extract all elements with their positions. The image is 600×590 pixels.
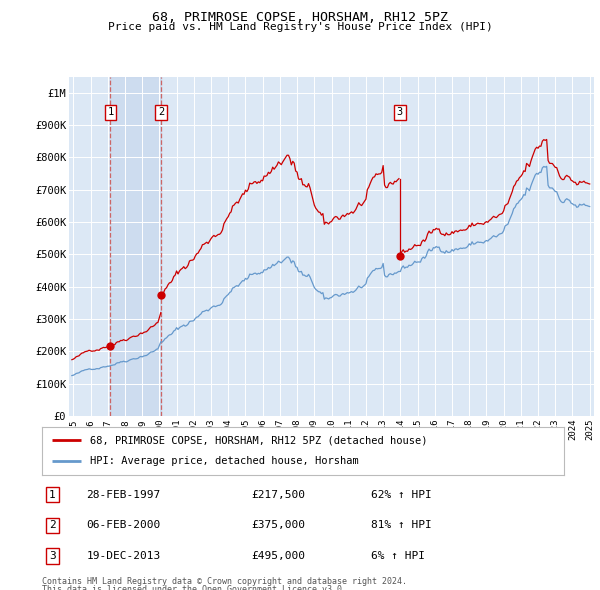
Text: 1: 1 xyxy=(49,490,56,500)
Text: 68, PRIMROSE COPSE, HORSHAM, RH12 5PZ (detached house): 68, PRIMROSE COPSE, HORSHAM, RH12 5PZ (d… xyxy=(90,435,428,445)
Text: £375,000: £375,000 xyxy=(251,520,305,530)
Text: 2: 2 xyxy=(49,520,56,530)
Text: 1: 1 xyxy=(107,107,113,117)
Text: 2: 2 xyxy=(158,107,164,117)
Text: Contains HM Land Registry data © Crown copyright and database right 2024.: Contains HM Land Registry data © Crown c… xyxy=(42,577,407,586)
Text: 6% ↑ HPI: 6% ↑ HPI xyxy=(371,551,425,561)
Text: 3: 3 xyxy=(49,551,56,561)
Text: 81% ↑ HPI: 81% ↑ HPI xyxy=(371,520,431,530)
Text: £217,500: £217,500 xyxy=(251,490,305,500)
Text: 19-DEC-2013: 19-DEC-2013 xyxy=(86,551,161,561)
Text: 62% ↑ HPI: 62% ↑ HPI xyxy=(371,490,431,500)
Text: 28-FEB-1997: 28-FEB-1997 xyxy=(86,490,161,500)
Text: 3: 3 xyxy=(397,107,403,117)
Text: This data is licensed under the Open Government Licence v3.0.: This data is licensed under the Open Gov… xyxy=(42,585,347,590)
Bar xyxy=(110,77,161,416)
Text: 06-FEB-2000: 06-FEB-2000 xyxy=(86,520,161,530)
Text: HPI: Average price, detached house, Horsham: HPI: Average price, detached house, Hors… xyxy=(90,457,359,467)
Text: 68, PRIMROSE COPSE, HORSHAM, RH12 5PZ: 68, PRIMROSE COPSE, HORSHAM, RH12 5PZ xyxy=(152,11,448,24)
Text: Price paid vs. HM Land Registry's House Price Index (HPI): Price paid vs. HM Land Registry's House … xyxy=(107,22,493,32)
Text: £495,000: £495,000 xyxy=(251,551,305,561)
